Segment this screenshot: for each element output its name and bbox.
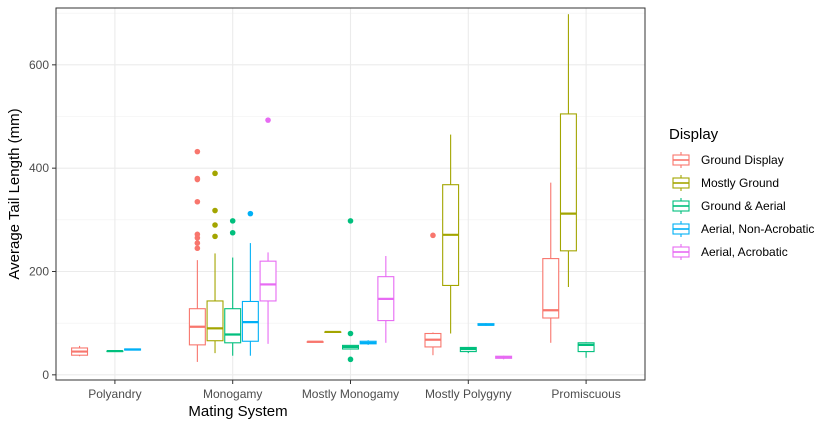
box-mostly-ground-mostly-monogamy [324,330,342,334]
outlier-point [247,210,254,217]
legend-label: Aerial, Acrobatic [701,245,788,259]
x-axis: Polyandry Monogamy Mostly Monogamy Mostly P… [88,380,621,401]
box-iqr [542,258,560,319]
legend-label: Aerial, Non-Acrobatic [701,222,814,236]
outlier-point [194,148,201,155]
x-tick-label: Promiscuous [551,387,620,401]
box-mostly-ground-promiscuous [559,14,577,287]
box-iqr [259,260,277,302]
y-tick-label: 0 [42,368,49,382]
outlier-point [347,356,354,363]
box-aerial-non-acrobatic-monogamy [241,210,259,356]
legend-item: Aerial, Non-Acrobatic [671,219,814,239]
outlier-point [347,218,354,224]
legend-item: Ground & Aerial [671,196,786,216]
box-ground-display-promiscuous [542,182,560,343]
box-ground-display-mostly-monogamy [306,340,324,343]
box-mostly-ground-mostly-polygyny [442,134,460,334]
box-aerial-non-acrobatic-polyandry [124,348,142,351]
legend-item: Mostly Ground [671,173,779,193]
outlier-point [194,231,201,238]
box-ground-display-monogamy [188,148,206,362]
box-aerial-acrobatic-monogamy [259,117,277,344]
box-aerial-acrobatic-mostly-polygyny [495,355,513,360]
y-tick-label: 400 [29,161,49,175]
y-tick-label: 200 [29,265,49,279]
panel-grid [56,8,645,380]
legend-item: Ground Display [671,150,784,170]
box-aerial-acrobatic-mostly-monogamy [377,256,395,343]
outlier-point [265,117,271,123]
x-tick-label: Monogamy [203,387,262,401]
box-ground-display-mostly-polygyny [424,232,442,356]
legend-label: Mostly Ground [701,176,779,190]
legend-label: Ground Display [701,153,784,167]
y-axis-title: Average Tail Length (mm) [6,108,23,279]
outlier-point [194,245,201,252]
box-ground-aerial-monogamy [224,218,242,356]
box-ground-aerial-mostly-polygyny [459,346,477,354]
box-aerial-non-acrobatic-mostly-monogamy [359,340,377,345]
legend-label: Ground & Aerial [701,199,786,213]
outlier-point [347,330,354,337]
box-iqr [577,342,595,353]
box-mostly-ground-monogamy [206,170,224,354]
outlier-point [194,175,201,182]
outlier-point [212,207,218,214]
legend-items: Ground Display Mostly Ground Ground & Aeri… [671,150,814,262]
outlier-point [212,222,218,228]
x-axis-title: Mating System [188,403,287,420]
box-layer [71,14,595,363]
y-tick-label: 600 [29,58,49,72]
outlier-point [229,218,236,224]
box-ground-aerial-promiscuous [577,342,595,358]
outlier-point [194,198,201,205]
box-ground-aerial-mostly-monogamy [341,218,360,363]
box-iqr [224,308,242,344]
legend-item: Aerial, Acrobatic [671,242,788,262]
box-iqr [206,300,224,342]
legend-title: Display [669,126,719,143]
x-tick-label: Mostly Polygyny [425,387,512,401]
outlier-point [212,170,218,177]
y-axis: 0 200 400 600 [29,58,56,382]
x-tick-label: Polyandry [88,387,141,401]
outlier-point [212,233,218,240]
x-tick-label: Mostly Monogamy [302,387,399,401]
outlier-point [194,240,201,246]
outlier-point [229,229,236,236]
outlier-point [430,232,436,239]
box-ground-display-polyandry [71,345,89,357]
box-ground-aerial-polyandry [106,349,124,353]
box-iqr [559,113,577,252]
box-aerial-non-acrobatic-mostly-polygyny [477,323,495,326]
